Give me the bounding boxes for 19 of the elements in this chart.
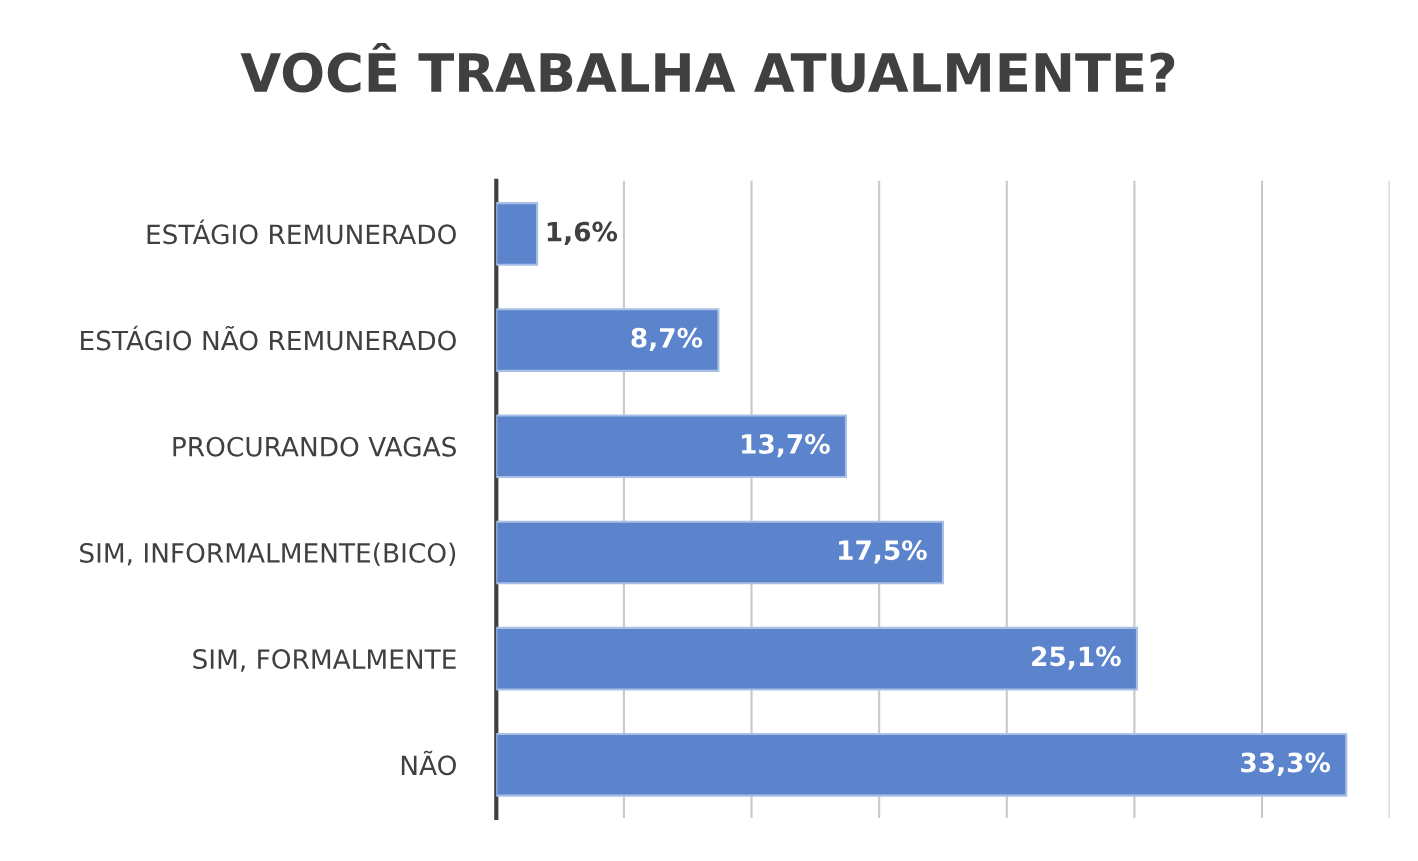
data-label: 1,6%: [547, 221, 618, 245]
chart-title: VOCÊ TRABALHA ATUALMENTE?: [240, 42, 1175, 93]
y-tick-label: SIM, FORMALMENTE: [193, 649, 456, 672]
bar: [496, 202, 539, 266]
data-label: 25,1%: [1032, 646, 1121, 670]
bar: [496, 520, 945, 585]
bar: [496, 626, 1138, 691]
data-label: 8,7%: [631, 327, 703, 352]
y-tick-label: SIM, INFORMALMENTE(BICO): [80, 542, 456, 566]
y-tick-label: NÃO: [401, 750, 456, 776]
y-tick-label: ESTÁGIO REMUNERADO: [147, 219, 456, 245]
y-tick-label: ESTÁGIO NÃO REMUNERADO: [81, 325, 456, 351]
bar: [496, 414, 848, 479]
data-label: 17,5%: [839, 540, 927, 564]
data-label: 13,7%: [742, 433, 830, 458]
data-label: 33,3%: [1241, 752, 1331, 776]
bar: [496, 308, 720, 372]
y-tick-label: PROCURANDO VAGAS: [173, 436, 456, 457]
bar: [496, 733, 1348, 797]
